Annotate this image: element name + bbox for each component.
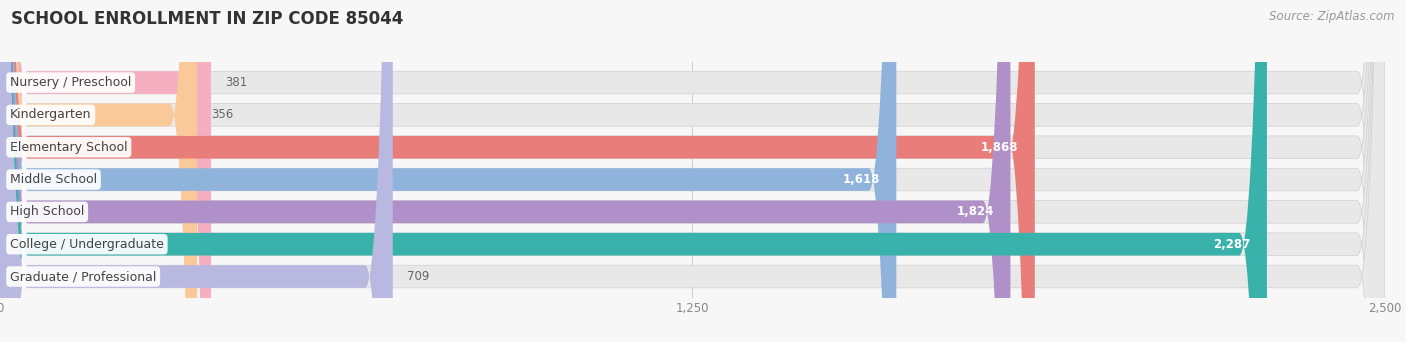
Text: Nursery / Preschool: Nursery / Preschool [10,76,131,89]
Text: Middle School: Middle School [10,173,97,186]
Text: 356: 356 [211,108,233,121]
FancyBboxPatch shape [0,0,1035,342]
Text: SCHOOL ENROLLMENT IN ZIP CODE 85044: SCHOOL ENROLLMENT IN ZIP CODE 85044 [11,10,404,28]
Text: 381: 381 [225,76,247,89]
Text: 709: 709 [406,270,429,283]
Text: Kindergarten: Kindergarten [10,108,91,121]
FancyBboxPatch shape [0,0,211,342]
Text: Source: ZipAtlas.com: Source: ZipAtlas.com [1270,10,1395,23]
Text: 1,618: 1,618 [842,173,880,186]
Text: College / Undergraduate: College / Undergraduate [10,238,165,251]
Text: 1,868: 1,868 [981,141,1018,154]
Text: High School: High School [10,206,84,219]
Text: 2,287: 2,287 [1213,238,1250,251]
FancyBboxPatch shape [0,0,197,342]
Text: Graduate / Professional: Graduate / Professional [10,270,156,283]
FancyBboxPatch shape [0,0,1267,342]
Text: Elementary School: Elementary School [10,141,128,154]
FancyBboxPatch shape [0,0,392,342]
FancyBboxPatch shape [0,0,896,342]
Text: 1,824: 1,824 [956,206,994,219]
FancyBboxPatch shape [0,0,1011,342]
